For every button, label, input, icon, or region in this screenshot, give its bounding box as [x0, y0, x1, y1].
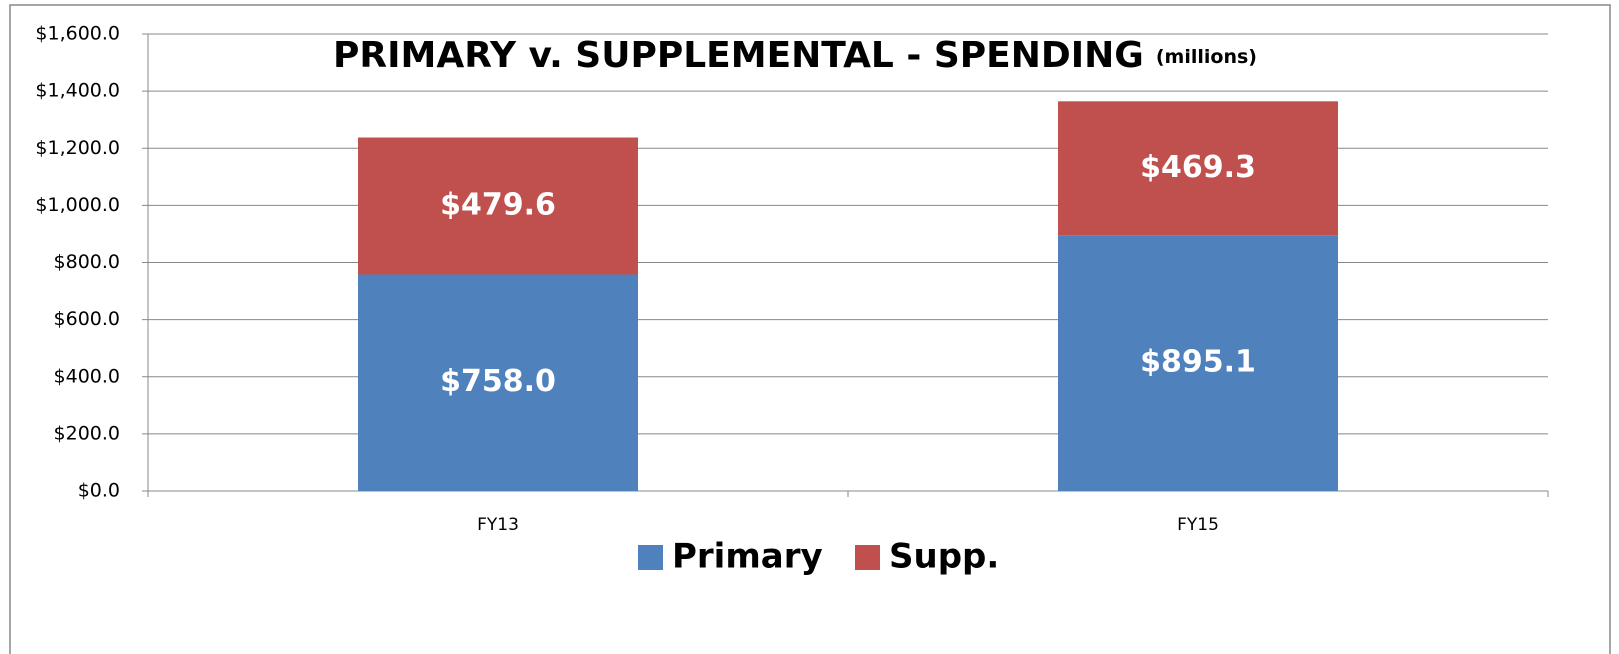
- y-tick-label: $1,000.0: [35, 194, 120, 216]
- bar-segment: [358, 137, 638, 275]
- y-tick-label: $600.0: [54, 308, 120, 330]
- y-tick-label: $1,200.0: [35, 137, 120, 159]
- bar-segment: [1058, 235, 1338, 491]
- bar-segment: [1058, 101, 1338, 236]
- value-label: $758.0: [440, 364, 556, 399]
- value-label: $479.6: [440, 188, 556, 223]
- y-tick-label: $1,600.0: [35, 23, 120, 45]
- chart-border: [9, 4, 1611, 654]
- chart-subtitle: (millions): [1156, 46, 1257, 68]
- legend-label: Primary: [672, 537, 823, 577]
- y-tick-label: $800.0: [54, 251, 120, 273]
- x-tick-label: FY15: [1177, 515, 1219, 535]
- y-tick-label: $400.0: [54, 365, 120, 387]
- bar-segment: [358, 274, 638, 491]
- value-label: $469.3: [1140, 150, 1256, 185]
- x-tick-label: FY13: [477, 515, 519, 535]
- legend-swatch: [855, 545, 880, 570]
- chart-title-group: PRIMARY v. SUPPLEMENTAL - SPENDING (milli…: [333, 35, 1257, 76]
- chart-title: PRIMARY v. SUPPLEMENTAL - SPENDING: [333, 35, 1144, 76]
- value-label: $895.1: [1140, 345, 1256, 380]
- y-tick-label: $1,400.0: [35, 80, 120, 102]
- y-tick-label: $0.0: [78, 480, 120, 502]
- y-tick-label: $200.0: [54, 422, 120, 444]
- legend-swatch: [638, 545, 663, 570]
- legend-label: Supp.: [889, 537, 999, 577]
